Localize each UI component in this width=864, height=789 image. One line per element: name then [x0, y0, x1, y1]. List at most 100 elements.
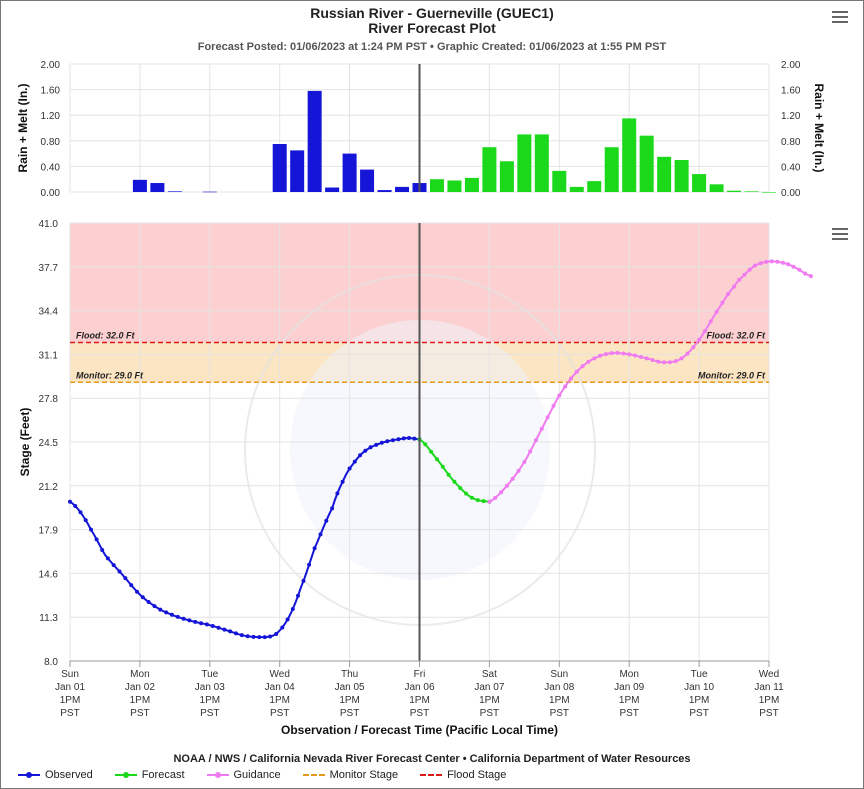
stage-y-tick: 27.8	[39, 394, 59, 405]
observed-point	[239, 633, 244, 638]
stage-y-tick: 8.0	[44, 657, 58, 668]
x-tick-label: PST	[340, 708, 359, 719]
observed-point	[274, 632, 279, 636]
rain-bar	[325, 187, 340, 192]
x-tick-label: 1PM	[200, 695, 221, 706]
observed-point	[379, 440, 384, 445]
observed-point	[228, 629, 233, 634]
credit-line: NOAA / NWS / California Nevada River For…	[173, 753, 691, 765]
x-tick-label: 1PM	[689, 695, 710, 706]
stage-y-tick: 31.1	[39, 350, 59, 361]
observed-point	[199, 621, 204, 626]
guidance-point	[673, 359, 678, 364]
observed-point	[181, 616, 186, 621]
forecast-point	[469, 495, 474, 500]
observed-point	[374, 442, 379, 447]
rain-bar	[639, 135, 654, 192]
guidance-point	[691, 345, 696, 350]
x-tick-label: Tue	[691, 669, 708, 680]
x-tick-label: Mon	[619, 669, 638, 680]
legend-guidance-label: Guidance	[233, 769, 281, 781]
stage-y-tick: 17.9	[39, 526, 59, 537]
hamburger-menu-icon[interactable]	[832, 228, 848, 240]
rain-bar	[552, 170, 567, 192]
x-tick-label: Wed	[759, 669, 779, 680]
x-tick-label: PST	[480, 708, 499, 719]
guidance-point	[791, 264, 796, 269]
rain-y-tick-left: 2.00	[41, 60, 61, 71]
observed-point	[251, 634, 256, 639]
observed-point	[358, 453, 363, 458]
observed-point	[83, 518, 88, 523]
observed-point	[94, 537, 99, 542]
rain-bar	[202, 191, 217, 193]
x-tick-label: Jan 10	[684, 682, 714, 693]
guidance-point	[747, 267, 752, 272]
x-tick-label: Sat	[482, 669, 497, 680]
guidance-point	[563, 384, 568, 389]
rain-y-tick-right: 0.00	[781, 188, 801, 199]
observed-point	[234, 631, 238, 636]
guidance-point	[615, 350, 620, 355]
legend: Observed Forecast Guidance Monitor Stage…	[18, 769, 506, 781]
guidance-point	[516, 468, 521, 473]
guidance-point	[534, 438, 538, 443]
rain-bar	[447, 180, 462, 192]
guidance-point	[679, 356, 684, 361]
legend-observed[interactable]: Observed	[18, 769, 93, 781]
legend-forecast[interactable]: Forecast	[114, 769, 185, 781]
observed-point	[158, 607, 163, 612]
x-tick-label: PST	[759, 708, 778, 719]
guidance-point	[662, 360, 667, 365]
rain-bar	[342, 153, 357, 192]
stage-y-tick: 41.0	[39, 219, 59, 230]
observed-point	[210, 624, 215, 628]
rain-bar	[360, 169, 375, 192]
x-tick-label: 1PM	[339, 695, 360, 706]
rain-bar	[674, 160, 689, 192]
observed-point	[117, 569, 122, 574]
hamburger-menu-icon[interactable]	[832, 11, 848, 23]
x-tick-label: 1PM	[619, 695, 640, 706]
forecast-point	[423, 442, 428, 447]
rain-y-tick-right: 0.80	[781, 137, 801, 148]
observed-point	[204, 622, 209, 627]
rain-bar	[395, 186, 410, 192]
rain-bar	[727, 190, 742, 192]
forecast-point	[429, 449, 434, 454]
guidance-point	[609, 351, 614, 356]
guidance-point	[685, 351, 690, 356]
observed-point	[368, 445, 373, 450]
legend-forecast-swatch	[114, 772, 137, 778]
guidance-point	[697, 337, 702, 342]
x-tick-label: 1PM	[759, 695, 780, 706]
x-tick-label: PST	[410, 708, 429, 719]
legend-flood-stage[interactable]: Flood Stage	[420, 769, 506, 781]
legend-flood-label: Flood Stage	[447, 769, 507, 781]
stage-y-tick: 24.5	[39, 438, 59, 449]
observed-point	[89, 527, 93, 532]
rain-bar	[657, 156, 672, 192]
guidance-point	[574, 369, 579, 374]
rain-bar	[499, 161, 514, 192]
legend-monitor-stage[interactable]: Monitor Stage	[302, 769, 398, 781]
observed-point	[222, 627, 227, 632]
x-tick-label: Jan 09	[614, 682, 644, 693]
x-tick-label: Jan 03	[195, 682, 225, 693]
guidance-point	[668, 360, 672, 365]
rain-bar	[622, 118, 637, 192]
stage-y-tick: 21.2	[39, 482, 59, 493]
guidance-point	[545, 415, 550, 420]
forecast-point	[452, 479, 457, 484]
x-axis-title: Observation / Forecast Time (Pacific Loc…	[281, 723, 558, 737]
observed-point	[164, 610, 169, 615]
guidance-point	[633, 353, 637, 358]
observed-point	[175, 614, 180, 619]
legend-guidance[interactable]: Guidance	[206, 769, 281, 781]
guidance-point	[702, 329, 707, 334]
observed-point	[105, 556, 110, 561]
x-tick-label: Tue	[201, 669, 218, 680]
guidance-point	[720, 300, 725, 305]
x-tick-label: Jan 04	[265, 682, 295, 693]
guidance-point	[742, 272, 747, 277]
